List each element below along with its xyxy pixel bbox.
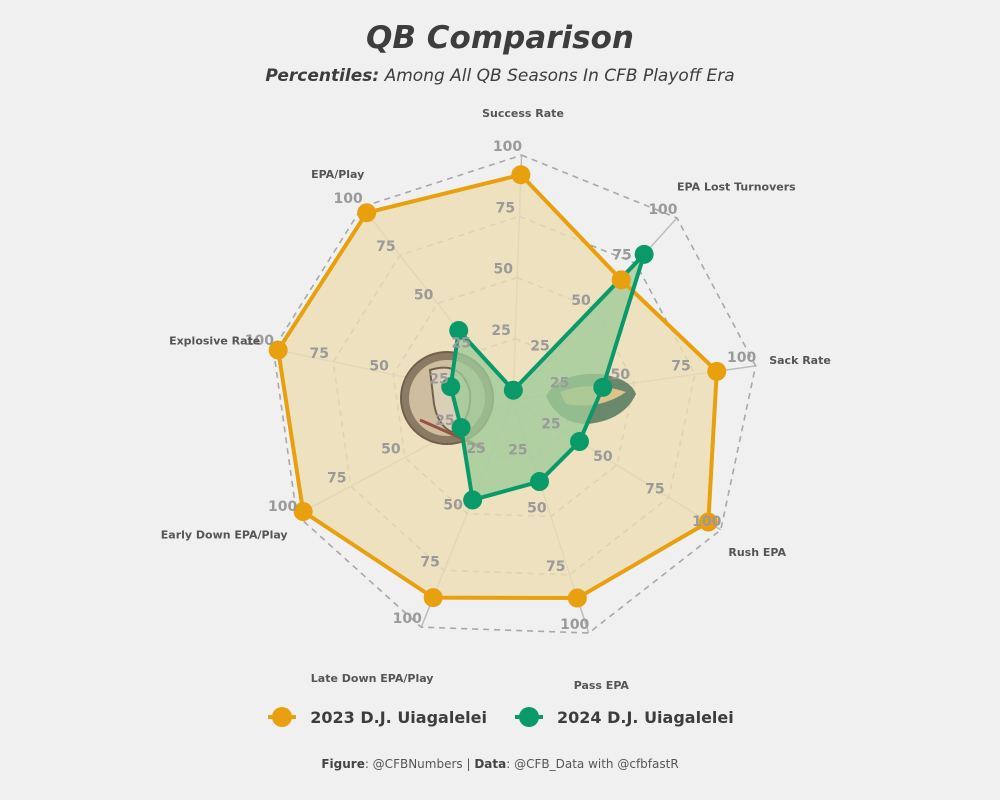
tick-label-late-down-epa-play-50: 50	[443, 498, 463, 514]
axis-label-success-rate: Success Rate	[482, 107, 564, 120]
axis-label-explosive-rate: Explosive Rate	[169, 334, 260, 347]
tick-label-explosive-rate-75: 75	[310, 346, 329, 362]
legend-swatch-2023	[268, 707, 297, 727]
tick-label-rush-epa-100: 100	[692, 514, 721, 530]
tick-label-pass-epa-25: 25	[508, 442, 527, 458]
caption-figure-value: : @CFBNumbers |	[364, 757, 475, 771]
grid-ring-100	[272, 154, 757, 634]
chart-title: QB Comparison	[366, 20, 634, 56]
point-2023-d-j-uiagalelei-epa-lost-turnovers	[611, 270, 631, 290]
point-2024-d-j-uiagalelei-explosive-rate	[441, 377, 461, 397]
legend-swatch-2024	[515, 707, 543, 727]
tick-label-rush-epa-75: 75	[645, 481, 664, 497]
tick-label-epa-play-75: 75	[376, 239, 395, 255]
legend-label-2024: 2024 D.J. Uiagalelei	[557, 707, 734, 727]
legend: 2023 D.J. Uiagalelei 2024 D.J. Uiagalele…	[0, 704, 1000, 730]
legend-label-2023: 2023 D.J. Uiagalelei	[310, 707, 487, 727]
axis-label-early-down-epa-play: Early Down EPA/Play	[161, 529, 288, 542]
point-2024-d-j-uiagalelei-rush-epa	[569, 432, 589, 452]
tick-label-success-rate-25: 25	[491, 323, 510, 339]
point-2024-d-j-uiagalelei-pass-epa	[529, 472, 549, 492]
point-2024-d-j-uiagalelei-success-rate	[503, 380, 523, 400]
tick-label-early-down-epa-play-75: 75	[327, 470, 346, 486]
legend-item-2023: 2023 D.J. Uiagalelei	[266, 704, 487, 730]
subtitle-bold: Percentiles:	[265, 66, 380, 86]
axis-label-sack-rate: Sack Rate	[769, 354, 831, 367]
tick-label-epa-lost-turnovers-100: 100	[648, 202, 677, 218]
tick-label-pass-epa-50: 50	[527, 501, 547, 517]
tick-label-early-down-epa-play-50: 50	[381, 442, 401, 458]
tick-label-explosive-rate-25: 25	[429, 371, 448, 387]
tick-label-pass-epa-75: 75	[546, 559, 565, 575]
tick-label-sack-rate-75: 75	[671, 358, 690, 374]
series-line-2023-d-j-uiagalelei	[276, 172, 719, 601]
point-2024-d-j-uiagalelei-epa-play	[449, 320, 469, 340]
point-2024-d-j-uiagalelei-early-down-epa-play	[451, 418, 471, 438]
tick-label-explosive-rate-50: 50	[369, 359, 389, 375]
tick-label-sack-rate-100: 100	[727, 350, 756, 366]
figure-caption: Figure: @CFBNumbers | Data: @CFB_Data wi…	[0, 757, 1000, 771]
point-2023-d-j-uiagalelei-success-rate	[511, 165, 531, 185]
subtitle-text: Among All QB Seasons In CFB Playoff Era	[379, 66, 735, 86]
tick-label-early-down-epa-play-100: 100	[268, 499, 297, 515]
axis-label-epa-play: EPA/Play	[311, 168, 364, 181]
axis-label-rush-epa: Rush EPA	[728, 546, 786, 559]
point-2023-d-j-uiagalelei-late-down-epa-play	[423, 588, 443, 608]
tick-label-epa-lost-turnovers-25: 25	[530, 338, 549, 354]
tick-label-success-rate-75: 75	[496, 200, 515, 216]
tick-label-sack-rate-25: 25	[550, 375, 569, 391]
axis-label-pass-epa: Pass EPA	[574, 679, 630, 692]
tick-label-epa-play-50: 50	[414, 287, 434, 303]
axis-label-epa-lost-turnovers: EPA Lost Turnovers	[677, 181, 796, 194]
point-2023-d-j-uiagalelei-rush-epa	[698, 512, 718, 532]
tick-label-epa-lost-turnovers-50: 50	[571, 293, 591, 309]
point-2024-d-j-uiagalelei-epa-lost-turnovers	[634, 244, 654, 264]
tick-label-sack-rate-50: 50	[611, 367, 631, 383]
caption-data-value: : @CFB_Data with @cfbfastR	[506, 757, 679, 771]
tick-label-late-down-epa-play-75: 75	[420, 554, 439, 570]
chart-subtitle: Percentiles: Among All QB Seasons In CFB…	[0, 66, 1000, 86]
point-2023-d-j-uiagalelei-pass-epa	[567, 588, 587, 608]
point-2024-d-j-uiagalelei-late-down-epa-play	[463, 490, 483, 510]
caption-data-label: Data	[474, 757, 507, 771]
tick-label-late-down-epa-play-100: 100	[393, 611, 422, 627]
point-2024-d-j-uiagalelei-sack-rate	[593, 377, 613, 397]
tick-label-success-rate-50: 50	[494, 262, 514, 278]
tick-label-epa-lost-turnovers-75: 75	[612, 247, 631, 263]
tick-label-early-down-epa-play-25: 25	[435, 413, 454, 429]
point-2023-d-j-uiagalelei-early-down-epa-play	[293, 502, 313, 522]
series-line-2024-d-j-uiagalelei	[448, 252, 647, 502]
tick-label-rush-epa-25: 25	[541, 416, 560, 432]
tick-label-late-down-epa-play-25: 25	[466, 441, 485, 457]
point-2023-d-j-uiagalelei-explosive-rate	[268, 340, 288, 360]
tick-label-pass-epa-100: 100	[560, 617, 589, 633]
tick-label-epa-play-25: 25	[452, 336, 471, 352]
series-area-2024-d-j-uiagalelei	[450, 254, 645, 500]
tick-label-explosive-rate-100: 100	[245, 333, 274, 349]
tick-label-rush-epa-50: 50	[593, 449, 613, 465]
tick-label-epa-play-100: 100	[334, 191, 363, 207]
point-2023-d-j-uiagalelei-sack-rate	[707, 361, 727, 381]
caption-figure-label: Figure	[321, 757, 365, 771]
tick-label-success-rate-100: 100	[493, 139, 522, 155]
legend-item-2024: 2024 D.J. Uiagalelei	[513, 704, 734, 730]
point-2023-d-j-uiagalelei-epa-play	[357, 203, 377, 223]
axis-label-late-down-epa-play: Late Down EPA/Play	[311, 672, 434, 685]
